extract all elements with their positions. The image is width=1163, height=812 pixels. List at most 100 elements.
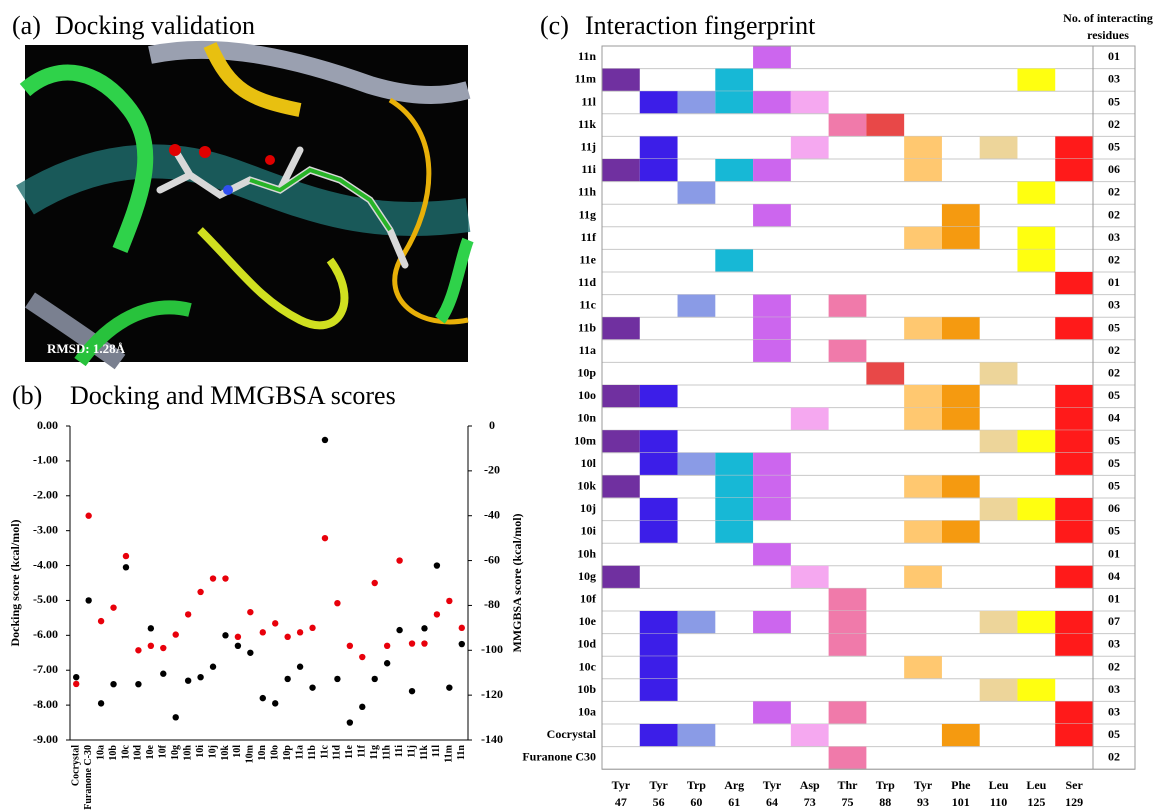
row-label: 10p bbox=[577, 365, 596, 379]
residue-count: 02 bbox=[1108, 659, 1120, 673]
x-tick-label: 11m bbox=[444, 744, 455, 762]
residue-name: Leu bbox=[989, 778, 1009, 792]
residue-count: 07 bbox=[1108, 614, 1120, 628]
x-tick-label: 11k bbox=[419, 745, 430, 760]
interaction-cell bbox=[904, 475, 942, 498]
interaction-cell bbox=[904, 521, 942, 544]
interaction-cell bbox=[1017, 69, 1055, 92]
panel-label: (c) bbox=[540, 11, 569, 40]
point bbox=[409, 688, 415, 694]
row-label: 10o bbox=[578, 388, 596, 402]
count-header: No. of interacting bbox=[1063, 11, 1153, 25]
interaction-cell bbox=[753, 453, 791, 476]
interaction-cell bbox=[866, 362, 904, 385]
interaction-cell bbox=[640, 656, 678, 679]
point bbox=[123, 564, 129, 570]
residue-count: 05 bbox=[1108, 727, 1120, 741]
interaction-cell bbox=[942, 204, 980, 227]
residue-name: Leu bbox=[1026, 778, 1046, 792]
row-label: 11k bbox=[578, 117, 596, 131]
residue-name: Tyr bbox=[914, 778, 933, 792]
interaction-cell bbox=[829, 634, 867, 657]
residue-name: Tyr bbox=[649, 778, 668, 792]
interaction-cell bbox=[1017, 227, 1055, 250]
interaction-cell bbox=[980, 430, 1018, 453]
point bbox=[272, 620, 278, 626]
x-tick-label: 10k bbox=[220, 745, 231, 761]
interaction-cell bbox=[640, 679, 678, 702]
y2-axis-title: MMGBSA score (kcal/mol) bbox=[510, 513, 524, 652]
interaction-cell bbox=[829, 747, 867, 770]
x-tick-label: 11d bbox=[332, 745, 343, 760]
x-tick-label: 10d bbox=[133, 745, 144, 761]
point bbox=[421, 640, 427, 646]
residue-count: 01 bbox=[1108, 591, 1120, 605]
point bbox=[297, 629, 303, 635]
interaction-cell bbox=[904, 159, 942, 182]
row-label: 10g bbox=[578, 569, 596, 583]
interaction-cell bbox=[1055, 408, 1093, 431]
point bbox=[334, 600, 340, 606]
residue-count: 06 bbox=[1108, 162, 1120, 176]
interaction-cell bbox=[678, 453, 716, 476]
interaction-cell bbox=[980, 498, 1018, 521]
interaction-cell bbox=[715, 69, 753, 92]
rmsd-label: RMSD: 1.28Å bbox=[47, 341, 126, 356]
x-tick-label: 11l bbox=[431, 745, 442, 757]
residue-count: 03 bbox=[1108, 230, 1120, 244]
interaction-cell bbox=[640, 453, 678, 476]
row-label: 10n bbox=[577, 411, 596, 425]
chart-title: Docking and MMGBSA scores bbox=[70, 381, 396, 410]
residue-name: Arg bbox=[724, 778, 744, 792]
residue-count: 03 bbox=[1108, 298, 1120, 312]
interaction-cell bbox=[715, 249, 753, 272]
point bbox=[284, 634, 290, 640]
interaction-cell bbox=[640, 385, 678, 408]
interaction-cell bbox=[1017, 679, 1055, 702]
interaction-cell bbox=[791, 408, 829, 431]
row-label: 11d bbox=[578, 275, 596, 289]
interaction-cell bbox=[904, 317, 942, 340]
residue-count: 05 bbox=[1108, 524, 1120, 538]
residue-name: Tyr bbox=[612, 778, 631, 792]
interaction-cell bbox=[904, 385, 942, 408]
point bbox=[334, 676, 340, 682]
interaction-cell bbox=[904, 227, 942, 250]
interaction-cell bbox=[640, 521, 678, 544]
x-tick-label: 11a bbox=[294, 745, 305, 759]
point bbox=[309, 684, 315, 690]
row-label: 11l bbox=[581, 94, 596, 108]
interaction-cell bbox=[678, 611, 716, 634]
interaction-cell bbox=[1055, 634, 1093, 657]
x-tick-label: 10b bbox=[108, 745, 119, 761]
row-label: 11f bbox=[581, 230, 597, 244]
interaction-cell bbox=[753, 159, 791, 182]
interaction-cell bbox=[791, 91, 829, 114]
y2-tick-label: 0 bbox=[489, 418, 495, 432]
row-label: 11i bbox=[581, 162, 596, 176]
y-tick-label: -4.00 bbox=[33, 557, 58, 571]
residue-count: 05 bbox=[1108, 478, 1120, 492]
point bbox=[185, 677, 191, 683]
point bbox=[247, 650, 253, 656]
interaction-cell bbox=[753, 91, 791, 114]
docking-image bbox=[25, 45, 468, 362]
interaction-cell bbox=[678, 91, 716, 114]
interaction-cell bbox=[829, 340, 867, 363]
point bbox=[235, 634, 241, 640]
point bbox=[235, 643, 241, 649]
x-tick-label: 11g bbox=[369, 745, 380, 759]
point bbox=[434, 562, 440, 568]
residue-number: 47 bbox=[615, 795, 627, 809]
interaction-cell bbox=[715, 91, 753, 114]
interaction-cell bbox=[866, 114, 904, 137]
interaction-cell bbox=[942, 521, 980, 544]
interaction-cell bbox=[829, 295, 867, 318]
residue-name: Trp bbox=[687, 778, 706, 792]
point bbox=[272, 700, 278, 706]
point bbox=[73, 674, 79, 680]
panel-title: Interaction fingerprint bbox=[585, 11, 816, 40]
point bbox=[148, 643, 154, 649]
point bbox=[148, 625, 154, 631]
interaction-cell bbox=[904, 566, 942, 589]
